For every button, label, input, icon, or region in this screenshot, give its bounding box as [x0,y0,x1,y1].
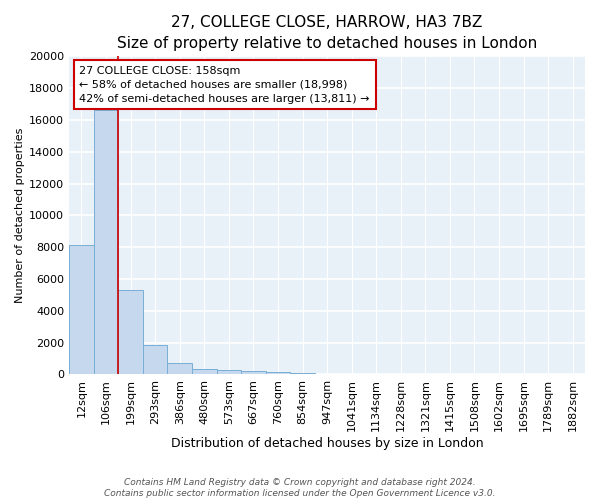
Bar [217,370,241,374]
Bar [94,110,118,374]
Title: 27, COLLEGE CLOSE, HARROW, HA3 7BZ
Size of property relative to detached houses : 27, COLLEGE CLOSE, HARROW, HA3 7BZ Size … [117,15,537,51]
Bar [118,290,143,374]
Bar [241,371,266,374]
Bar [192,370,217,374]
Bar [167,362,192,374]
Bar [143,345,167,374]
Bar [290,373,315,374]
Text: 27 COLLEGE CLOSE: 158sqm
← 58% of detached houses are smaller (18,998)
42% of se: 27 COLLEGE CLOSE: 158sqm ← 58% of detach… [79,66,370,104]
Bar [266,372,290,374]
X-axis label: Distribution of detached houses by size in London: Distribution of detached houses by size … [171,437,484,450]
Bar [69,245,94,374]
Text: Contains HM Land Registry data © Crown copyright and database right 2024.
Contai: Contains HM Land Registry data © Crown c… [104,478,496,498]
Y-axis label: Number of detached properties: Number of detached properties [15,128,25,303]
